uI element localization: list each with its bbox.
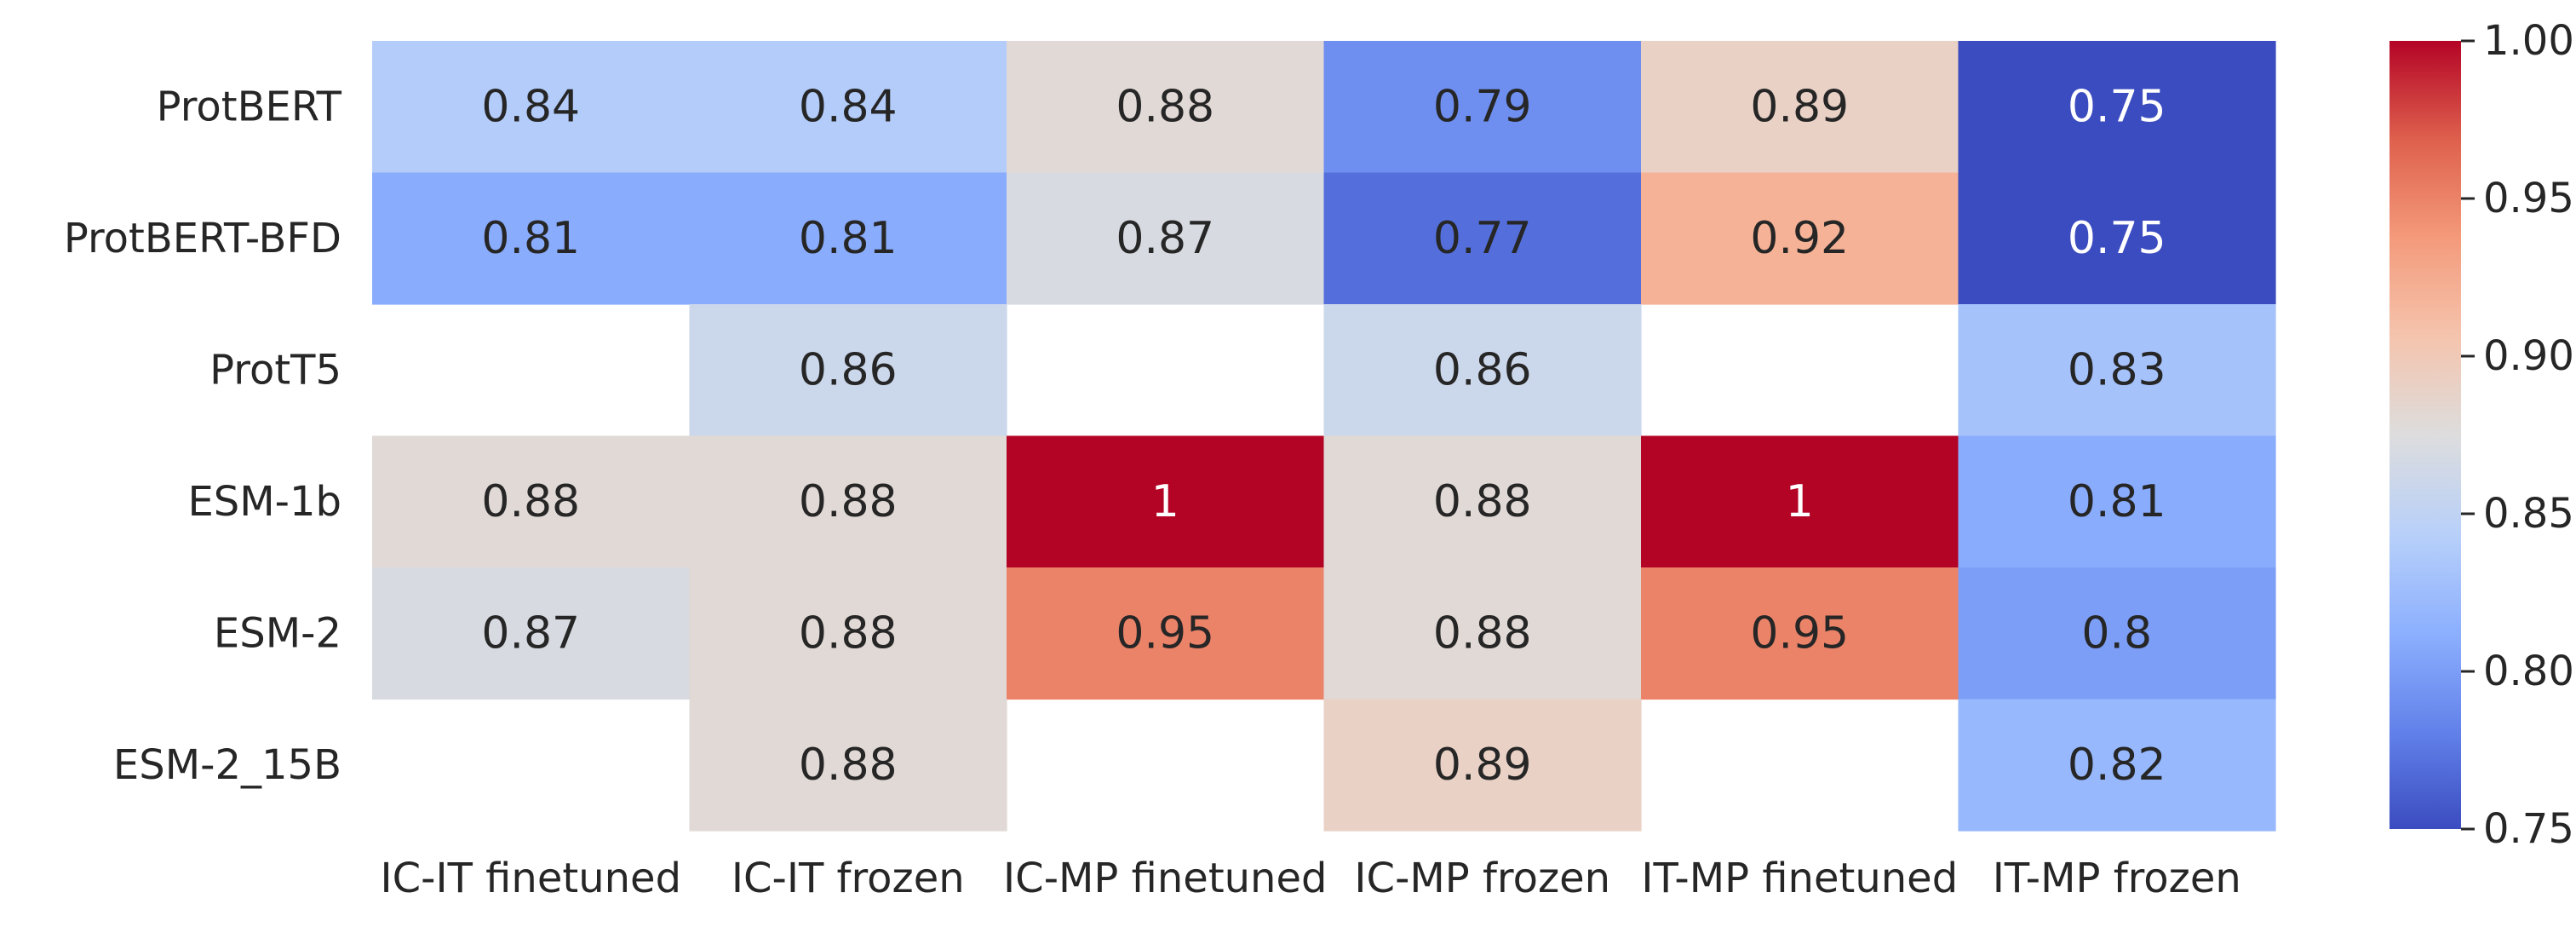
cell-value-label: 0.81 — [481, 213, 580, 264]
cell-value-label: 0.79 — [1433, 81, 1532, 132]
cell-value-label: 0.86 — [1433, 344, 1532, 395]
colorbar-tick-label: 0.80 — [2483, 648, 2574, 695]
cell-value-label: 0.86 — [799, 344, 898, 395]
heatmap-cell — [1007, 172, 1325, 305]
heatmap-cell — [1323, 41, 1642, 174]
colorbar: 0.75 0.80 0.85 0.90 0.95 1.00 — [2390, 17, 2574, 853]
row-label: ESM-2 — [214, 609, 341, 657]
cell-value-label: 0.81 — [799, 213, 898, 264]
cell-value-label: 0.88 — [1433, 607, 1532, 659]
heatmap-cell — [1641, 172, 1959, 305]
heatmap-cell — [1641, 435, 1959, 568]
heatmap-cell — [1323, 304, 1642, 437]
heatmap-cell — [1323, 172, 1642, 305]
heatmap-cell — [372, 435, 691, 568]
column-label: IC-IT frozen — [731, 855, 965, 902]
heatmap-cell — [1958, 41, 2276, 174]
cell-value-label: 0.75 — [2068, 81, 2166, 132]
heatmap-cell — [1641, 41, 1959, 174]
cell-value-label: 1 — [1151, 476, 1179, 527]
cell-value-label: 0.87 — [481, 607, 580, 659]
heatmap-cell — [372, 41, 691, 174]
cell-value-label: 0.88 — [799, 607, 898, 659]
cell-value-label: 0.87 — [1116, 213, 1214, 264]
heatmap-cell — [1007, 41, 1325, 174]
cell-value-label: 0.77 — [1433, 213, 1532, 264]
column-tick-labels: IC-IT finetuned IC-IT frozen IC-MP finetun… — [380, 855, 2240, 902]
heatmap-cell — [689, 435, 1007, 568]
cell-value-label: 0.84 — [799, 81, 898, 132]
heatmap-cell — [1323, 435, 1642, 568]
heatmap-cell — [689, 304, 1007, 437]
cell-value-label: 0.75 — [2068, 213, 2166, 264]
heatmap-cells — [372, 41, 2276, 832]
cell-value-label: 1 — [1786, 476, 1814, 527]
cell-value-label: 0.88 — [799, 476, 898, 527]
cell-value-labels: 0.84 0.84 0.88 0.79 0.89 0.750.81 0.81 0.87 0.77… — [481, 81, 2166, 791]
cell-value-label: 0.83 — [2068, 344, 2166, 395]
cell-value-label: 0.88 — [799, 740, 898, 791]
row-label: ProtT5 — [209, 346, 341, 394]
colorbar-gradient — [2390, 41, 2461, 829]
cell-value-label: 0.89 — [1433, 740, 1532, 791]
row-label: ProtBERT — [157, 83, 342, 130]
row-label: ProtBERT-BFD — [64, 215, 341, 262]
cell-value-label: 0.88 — [481, 476, 580, 527]
heatmap-cell — [689, 172, 1007, 305]
colorbar-tick-label: 0.90 — [2483, 332, 2574, 380]
cell-value-label: 0.89 — [1750, 81, 1849, 132]
heatmap-cell — [689, 699, 1007, 832]
column-label: IT-MP finetuned — [1641, 855, 1958, 902]
row-tick-labels: ProtBERT ProtBERT-BFD ProtT5 ESM-1b ESM-2 ESM… — [64, 83, 342, 789]
heatmap-cell — [1958, 699, 2276, 832]
heatmap-cell — [372, 567, 691, 700]
row-label: ESM-1b — [187, 478, 341, 526]
colorbar-tick-label: 0.75 — [2483, 805, 2574, 853]
heatmap-cell — [1641, 567, 1959, 700]
heatmap-cell — [689, 41, 1007, 174]
column-label: IC-MP frozen — [1354, 855, 1610, 902]
colorbar-tick-label: 0.85 — [2483, 490, 2574, 538]
column-label: IT-MP frozen — [1993, 855, 2241, 902]
row-label: ESM-2_15B — [113, 741, 341, 789]
cell-value-label: 0.8 — [2081, 607, 2152, 659]
column-label: IC-MP finetuned — [1003, 855, 1327, 902]
colorbar-tick-label: 1.00 — [2483, 17, 2574, 65]
cell-value-label: 0.88 — [1433, 476, 1532, 527]
heatmap-cell — [1958, 435, 2276, 568]
heatmap-cell — [1007, 435, 1325, 568]
heatmap-cell — [372, 172, 691, 305]
cell-value-label: 0.82 — [2068, 740, 2166, 791]
cell-value-label: 0.84 — [481, 81, 580, 132]
heatmap-cell — [1007, 567, 1325, 700]
heatmap-cell — [1958, 567, 2276, 700]
column-label: IC-IT finetuned — [380, 855, 681, 902]
cell-value-label: 0.95 — [1116, 607, 1214, 659]
heatmap-cell — [1323, 567, 1642, 700]
heatmap-cell — [1958, 304, 2276, 437]
heatmap-cell — [689, 567, 1007, 700]
cell-value-label: 0.81 — [2068, 476, 2166, 527]
colorbar-tick-label: 0.95 — [2483, 175, 2574, 222]
cell-value-label: 0.95 — [1750, 607, 1849, 659]
heatmap-cell — [1958, 172, 2276, 305]
heatmap-cell — [1323, 699, 1642, 832]
cell-value-label: 0.88 — [1116, 81, 1214, 132]
cell-value-label: 0.92 — [1750, 213, 1849, 264]
